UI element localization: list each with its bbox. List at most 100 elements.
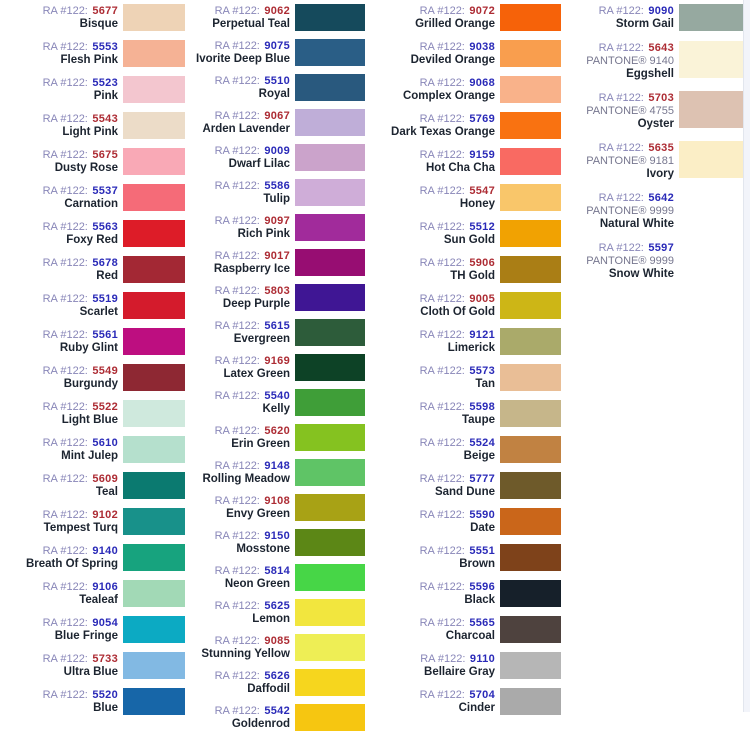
color-code-line: RA #122: 5626 xyxy=(195,668,290,683)
color-entry: RA #122: 5615 Evergreen xyxy=(195,318,365,346)
ra-prefix-label: RA #122: xyxy=(42,257,88,269)
color-name: Mint Julep xyxy=(61,450,118,462)
color-entry: RA #122: 9054 Blue Fringe xyxy=(24,615,185,643)
color-code-line: RA #122: 5769 xyxy=(391,111,495,126)
color-code-line: RA #122: 5814 xyxy=(195,563,290,578)
color-code-line: RA #122: 9159 xyxy=(391,147,495,162)
color-swatch xyxy=(500,651,561,679)
color-number: 5540 xyxy=(264,390,290,402)
color-labels: RA #122: 9062 Perpetual Teal xyxy=(195,3,295,31)
color-labels: RA #122: 5519 Scarlet xyxy=(24,291,123,319)
color-name: Complex Orange xyxy=(402,90,495,102)
color-code-line: RA #122: 9067 xyxy=(195,108,290,123)
ra-prefix-label: RA #122: xyxy=(214,600,260,612)
color-entry: RA #122: 5565 Charcoal xyxy=(391,615,561,643)
color-code-line: RA #122: 9072 xyxy=(391,3,495,18)
ra-prefix-label: RA #122: xyxy=(214,530,260,542)
color-number: 9072 xyxy=(469,5,495,17)
color-labels: RA #122: 9140 Breath Of Spring xyxy=(24,543,123,571)
color-name: Royal xyxy=(258,88,290,100)
color-entry: RA #122: 9106 Tealeaf xyxy=(24,579,185,607)
color-labels: RA #122: 5906 TH Gold xyxy=(391,255,500,283)
color-code-line: RA #122: 5596 xyxy=(391,579,495,594)
color-entry: RA #122: 5620 Erin Green xyxy=(195,423,365,451)
color-labels: RA #122: 5635 PANTONE® 9181 Ivory xyxy=(581,140,679,181)
color-number: 9159 xyxy=(469,149,495,161)
color-labels: RA #122: 9054 Blue Fringe xyxy=(24,615,123,643)
color-entry: RA #122: 9148 Rolling Meadow xyxy=(195,458,365,486)
ra-prefix-label: RA #122: xyxy=(42,545,88,557)
color-labels: RA #122: 5553 Flesh Pink xyxy=(24,39,123,67)
ra-prefix-label: RA #122: xyxy=(214,40,260,52)
color-labels: RA #122: 9017 Raspberry Ice xyxy=(195,248,295,276)
color-number: 5523 xyxy=(92,77,118,89)
color-entry: RA #122: 5625 Lemon xyxy=(195,598,365,626)
ra-prefix-label: RA #122: xyxy=(419,437,465,449)
color-swatch xyxy=(123,543,185,571)
ra-prefix-label: RA #122: xyxy=(42,77,88,89)
color-code-line: RA #122: 9062 xyxy=(195,3,290,18)
color-name: Ultra Blue xyxy=(63,666,118,678)
color-swatch xyxy=(295,458,365,486)
color-code-line: RA #122: 5561 xyxy=(24,327,118,342)
ra-prefix-label: RA #122: xyxy=(598,242,644,254)
color-name: Envy Green xyxy=(226,508,290,520)
color-code-line: RA #122: 5643 xyxy=(581,40,674,55)
color-labels: RA #122: 9148 Rolling Meadow xyxy=(195,458,295,486)
color-entry: RA #122: 5522 Light Blue xyxy=(24,399,185,427)
color-column-3: RA #122: 9072 Grilled Orange RA #122: 9038… xyxy=(391,3,561,738)
color-entry: RA #122: 5626 Daffodil xyxy=(195,668,365,696)
color-name: Goldenrod xyxy=(231,718,290,730)
color-code-line: RA #122: 5573 xyxy=(391,363,495,378)
color-labels: RA #122: 5598 Taupe xyxy=(391,399,500,427)
color-number: 5769 xyxy=(469,113,495,125)
color-name: Ruby Glint xyxy=(59,342,118,354)
ra-prefix-label: RA #122: xyxy=(214,215,260,227)
color-code-line: RA #122: 5610 xyxy=(24,435,118,450)
color-labels: RA #122: 5522 Light Blue xyxy=(24,399,123,427)
color-number: 5565 xyxy=(469,617,495,629)
color-entry: RA #122: 9017 Raspberry Ice xyxy=(195,248,365,276)
color-swatch xyxy=(295,143,365,171)
color-code-line: RA #122: 5553 xyxy=(24,39,118,54)
color-name: Eggshell xyxy=(626,68,674,80)
color-code-line: RA #122: 5733 xyxy=(24,651,118,666)
ra-prefix-label: RA #122: xyxy=(214,390,260,402)
color-number: 5573 xyxy=(469,365,495,377)
color-number: 5675 xyxy=(92,149,118,161)
color-labels: RA #122: 9075 Ivorite Deep Blue xyxy=(195,38,295,66)
color-entry: RA #122: 5540 Kelly xyxy=(195,388,365,416)
color-name: Arden Lavender xyxy=(202,123,290,135)
color-code-line: RA #122: 9009 xyxy=(195,143,290,158)
ra-prefix-label: RA #122: xyxy=(42,5,88,17)
color-swatch xyxy=(295,633,365,661)
color-code-line: RA #122: 9140 xyxy=(24,543,118,558)
color-swatch xyxy=(123,579,185,607)
color-code-line: RA #122: 5551 xyxy=(391,543,495,558)
ra-prefix-label: RA #122: xyxy=(419,293,465,305)
color-entry: RA #122: 5598 Taupe xyxy=(391,399,561,427)
color-code-line: RA #122: 5563 xyxy=(24,219,118,234)
color-code-line: RA #122: 9102 xyxy=(24,507,118,522)
color-swatch xyxy=(295,248,365,276)
color-number: 5626 xyxy=(264,670,290,682)
ra-prefix-label: RA #122: xyxy=(214,180,260,192)
color-number: 9005 xyxy=(469,293,495,305)
color-swatch xyxy=(123,615,185,643)
color-swatch xyxy=(500,435,561,463)
color-swatch xyxy=(123,255,185,283)
color-swatch xyxy=(295,703,365,731)
color-code-line: RA #122: 5590 xyxy=(391,507,495,522)
color-entry: RA #122: 5642 PANTONE® 9999 Natural White xyxy=(581,190,743,231)
color-labels: RA #122: 5551 Brown xyxy=(391,543,500,571)
color-name: Cloth Of Gold xyxy=(420,306,495,318)
color-code-line: RA #122: 9054 xyxy=(24,615,118,630)
ra-prefix-label: RA #122: xyxy=(420,653,466,665)
ra-prefix-label: RA #122: xyxy=(419,581,465,593)
color-name: Ivory xyxy=(646,168,675,180)
color-swatch xyxy=(123,3,185,31)
color-labels: RA #122: 5524 Beige xyxy=(391,435,500,463)
ra-prefix-label: RA #122: xyxy=(419,509,465,521)
color-name: Blue xyxy=(93,702,118,714)
color-number: 5543 xyxy=(92,113,118,125)
